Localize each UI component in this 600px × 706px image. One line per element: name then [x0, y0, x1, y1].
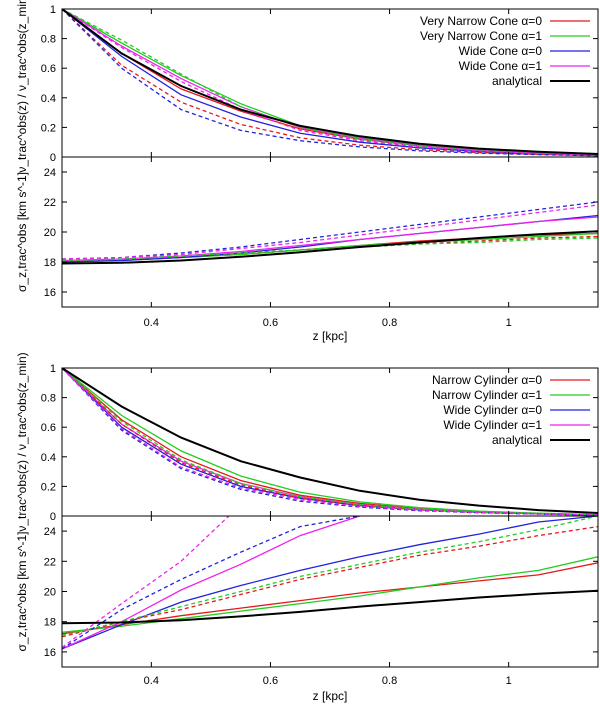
x-axis-label: z [kpc]: [313, 329, 348, 343]
legend-label: Wide Cylinder α=1: [443, 418, 542, 432]
series-5-dashed: [62, 237, 598, 262]
x-tick-label: 0.8: [382, 317, 397, 329]
legend-label: Very Narrow Cone α=0: [420, 14, 542, 28]
x-tick-label: 1: [506, 317, 512, 329]
y-tick-label: 0: [50, 511, 56, 523]
series-4-dashed: [62, 525, 598, 638]
y-tick-label: 1: [50, 363, 56, 375]
y-tick-label: 0.8: [41, 34, 56, 46]
series-7-dashed: [62, 204, 598, 260]
y-tick-label: 18: [44, 257, 56, 269]
x-axis-label: z [kpc]: [313, 689, 348, 703]
series-3-solid: [62, 216, 598, 262]
legend-label: analytical: [492, 433, 542, 447]
legend-label: Very Narrow Cone α=1: [420, 29, 542, 43]
y-tick-label: 24: [44, 526, 56, 538]
series-6-dashed: [62, 368, 598, 516]
y-tick-label: 0: [50, 152, 56, 164]
series-1-solid: [62, 556, 598, 633]
series-5-dashed: [62, 516, 598, 636]
y-tick-label: 0.8: [41, 393, 56, 405]
plot-frame: [61, 515, 599, 668]
series-analytical: [62, 368, 598, 514]
y-axis-label: ν_trac^obs(z) / ν_trac^obs(z_min): [15, 0, 29, 173]
series-6-dashed: [62, 9, 598, 157]
x-tick-label: 0.8: [382, 675, 397, 687]
subplot-dispersion: 16 18 20 22 24 σ_z,trac^obs [km s^-1]: [15, 515, 599, 668]
x-tick-label: 0.6: [263, 675, 278, 687]
series-7-dashed: [62, 368, 598, 516]
y-tick-label: 16: [44, 647, 56, 659]
y-tick-label: 0.6: [41, 422, 56, 434]
series-2-solid: [62, 516, 598, 650]
series-7-dashed: [62, 516, 230, 648]
y-tick-label: 16: [44, 287, 56, 299]
y-tick-label: 0.2: [41, 122, 56, 134]
series-6-dashed: [62, 516, 360, 650]
legend-label: Narrow Cylinder α=0: [432, 373, 542, 387]
y-tick-label: 0.4: [41, 452, 56, 464]
x-tick-label: 1: [506, 675, 512, 687]
panel-top: 0 0.2 0.4 0.6 0.8 1 ν_trac^obs(z) / ν_trac^obs…: [15, 0, 599, 343]
x-tick-label: 0.4: [144, 317, 159, 329]
y-tick-label: 22: [44, 197, 56, 209]
subplot-density: 0 0.2 0.4 0.6 0.8 1 ν_trac^obs(z) / ν_trac^obs…: [15, 352, 599, 532]
y-tick-label: 0.6: [41, 63, 56, 75]
subplot-dispersion: 16 18 20 22 24 σ_z,trac^obs [km s^-1]: [15, 156, 599, 308]
y-tick-label: 0.4: [41, 93, 56, 105]
series-analytical: [62, 9, 598, 155]
x-tick-label: 0.4: [144, 675, 159, 687]
y-tick-label: 0.2: [41, 481, 56, 493]
plot-frame: [61, 156, 599, 308]
y-tick-label: 22: [44, 556, 56, 568]
subplot-density: 0 0.2 0.4 0.6 0.8 1 ν_trac^obs(z) / ν_trac^obs…: [15, 0, 599, 173]
y-tick-label: 20: [44, 227, 56, 239]
y-tick-label: 1: [50, 4, 56, 16]
y-axis-label: σ_z,trac^obs [km s^-1]: [15, 531, 29, 651]
legend-label: Narrow Cylinder α=1: [432, 388, 542, 402]
panel-bottom: 0 0.2 0.4 0.6 0.8 1 ν_trac^obs(z) / ν_trac^obs…: [15, 352, 599, 703]
y-axis-label: ν_trac^obs(z) / ν_trac^obs(z_min): [15, 352, 29, 531]
series-6-dashed: [62, 201, 598, 260]
series-analytical: [62, 230, 598, 265]
series-0-solid: [62, 562, 598, 635]
series-3-solid: [62, 516, 361, 650]
legend-label: analytical: [492, 74, 542, 88]
legend-label: Wide Cone α=0: [459, 44, 543, 58]
y-tick-label: 20: [44, 587, 56, 599]
y-tick-label: 24: [44, 167, 56, 179]
y-axis-label: σ_z,trac^obs [km s^-1]: [15, 172, 29, 292]
legend-label: Wide Cylinder α=0: [443, 403, 542, 417]
y-tick-label: 18: [44, 617, 56, 629]
series-group: [62, 516, 598, 650]
series-analytical: [62, 589, 598, 625]
x-tick-label: 0.6: [263, 317, 278, 329]
legend-label: Wide Cone α=1: [459, 59, 543, 73]
series-group: [62, 201, 598, 265]
